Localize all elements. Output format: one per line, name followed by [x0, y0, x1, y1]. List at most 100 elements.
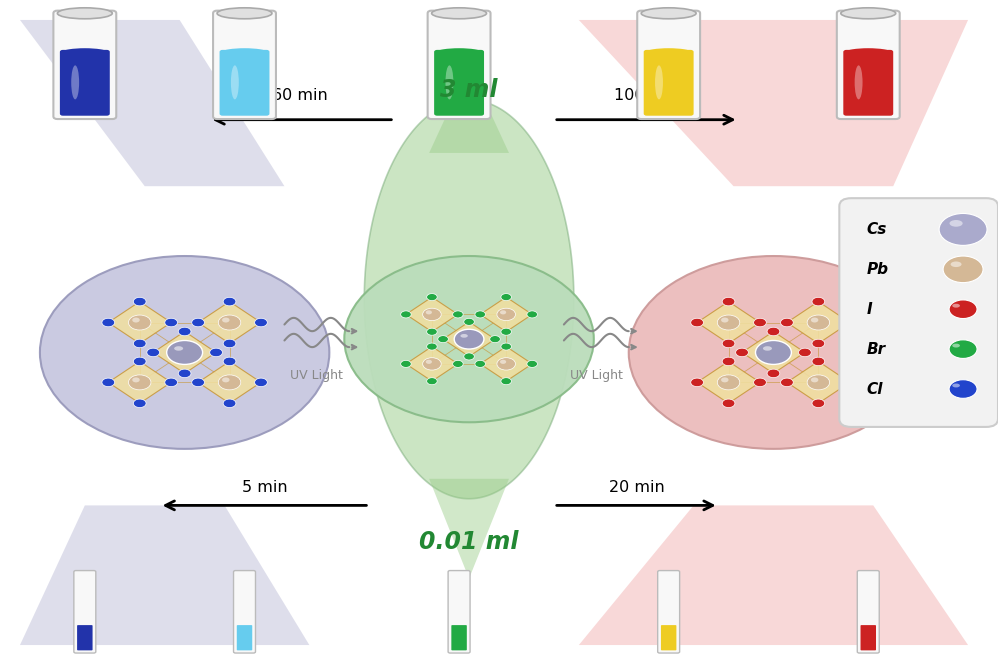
Ellipse shape — [58, 8, 112, 19]
Polygon shape — [364, 100, 574, 499]
FancyBboxPatch shape — [77, 625, 93, 650]
Ellipse shape — [71, 65, 79, 99]
Circle shape — [943, 256, 983, 283]
Circle shape — [134, 399, 146, 408]
Circle shape — [129, 315, 151, 330]
Circle shape — [453, 360, 463, 367]
Text: Br: Br — [866, 342, 885, 356]
Circle shape — [497, 358, 515, 370]
Circle shape — [463, 335, 469, 339]
Circle shape — [400, 311, 411, 318]
Ellipse shape — [854, 65, 862, 99]
FancyBboxPatch shape — [644, 50, 694, 116]
Text: 3 ml: 3 ml — [440, 78, 498, 102]
FancyBboxPatch shape — [427, 11, 490, 119]
Circle shape — [475, 311, 485, 318]
Ellipse shape — [431, 8, 487, 19]
FancyBboxPatch shape — [214, 11, 275, 119]
Circle shape — [527, 360, 538, 367]
Circle shape — [438, 336, 448, 342]
Circle shape — [427, 329, 437, 335]
Polygon shape — [109, 362, 172, 403]
Circle shape — [224, 357, 236, 366]
Polygon shape — [429, 66, 509, 153]
Circle shape — [174, 345, 196, 360]
Circle shape — [949, 380, 977, 398]
Circle shape — [224, 339, 236, 348]
Ellipse shape — [174, 346, 184, 350]
FancyBboxPatch shape — [434, 50, 484, 116]
Circle shape — [134, 357, 146, 366]
Circle shape — [718, 375, 740, 390]
Circle shape — [780, 319, 793, 327]
Ellipse shape — [437, 48, 481, 56]
FancyBboxPatch shape — [658, 571, 680, 653]
Circle shape — [810, 317, 818, 323]
FancyBboxPatch shape — [54, 11, 116, 119]
Circle shape — [753, 319, 766, 327]
Ellipse shape — [460, 334, 468, 338]
Circle shape — [165, 378, 178, 386]
Circle shape — [812, 399, 824, 408]
Circle shape — [949, 300, 977, 319]
Circle shape — [427, 293, 437, 301]
Circle shape — [254, 319, 267, 327]
FancyBboxPatch shape — [836, 11, 900, 119]
Text: I: I — [866, 302, 872, 317]
Polygon shape — [198, 301, 260, 343]
FancyBboxPatch shape — [74, 571, 96, 653]
Polygon shape — [153, 332, 216, 373]
Circle shape — [222, 317, 230, 323]
Ellipse shape — [952, 344, 960, 348]
Circle shape — [422, 308, 441, 321]
Circle shape — [736, 348, 748, 356]
Ellipse shape — [762, 346, 772, 350]
Polygon shape — [697, 301, 760, 343]
Text: 100 min: 100 min — [614, 88, 680, 103]
Circle shape — [807, 315, 829, 330]
Text: 0.01 ml: 0.01 ml — [419, 530, 519, 554]
Circle shape — [102, 378, 115, 386]
Circle shape — [224, 399, 236, 408]
Circle shape — [753, 378, 766, 386]
Circle shape — [501, 329, 511, 335]
Circle shape — [134, 297, 146, 306]
Circle shape — [843, 319, 856, 327]
Circle shape — [132, 317, 140, 323]
Circle shape — [500, 360, 506, 364]
Circle shape — [222, 378, 230, 382]
Ellipse shape — [952, 384, 960, 388]
Polygon shape — [429, 479, 509, 579]
FancyBboxPatch shape — [60, 50, 110, 116]
Circle shape — [798, 348, 811, 356]
Circle shape — [219, 315, 241, 330]
Ellipse shape — [217, 8, 271, 19]
Circle shape — [210, 348, 223, 356]
Circle shape — [426, 311, 432, 315]
FancyBboxPatch shape — [237, 625, 252, 650]
Circle shape — [723, 339, 735, 348]
Text: 5 min: 5 min — [242, 480, 287, 495]
Circle shape — [949, 340, 977, 358]
Circle shape — [762, 345, 784, 360]
Text: Pb: Pb — [866, 262, 888, 277]
Circle shape — [177, 347, 185, 352]
Polygon shape — [579, 20, 968, 186]
Circle shape — [501, 343, 511, 350]
Circle shape — [179, 369, 191, 378]
Circle shape — [132, 378, 140, 382]
Circle shape — [691, 319, 704, 327]
Circle shape — [812, 339, 824, 348]
Circle shape — [179, 327, 191, 336]
Circle shape — [723, 399, 735, 408]
Ellipse shape — [445, 65, 453, 99]
FancyBboxPatch shape — [661, 625, 677, 650]
Text: UV Light: UV Light — [570, 369, 623, 382]
Circle shape — [475, 360, 485, 367]
Circle shape — [102, 319, 115, 327]
Circle shape — [723, 357, 735, 366]
Circle shape — [501, 378, 511, 385]
FancyBboxPatch shape — [857, 571, 879, 653]
Circle shape — [691, 378, 704, 386]
Circle shape — [497, 308, 515, 321]
